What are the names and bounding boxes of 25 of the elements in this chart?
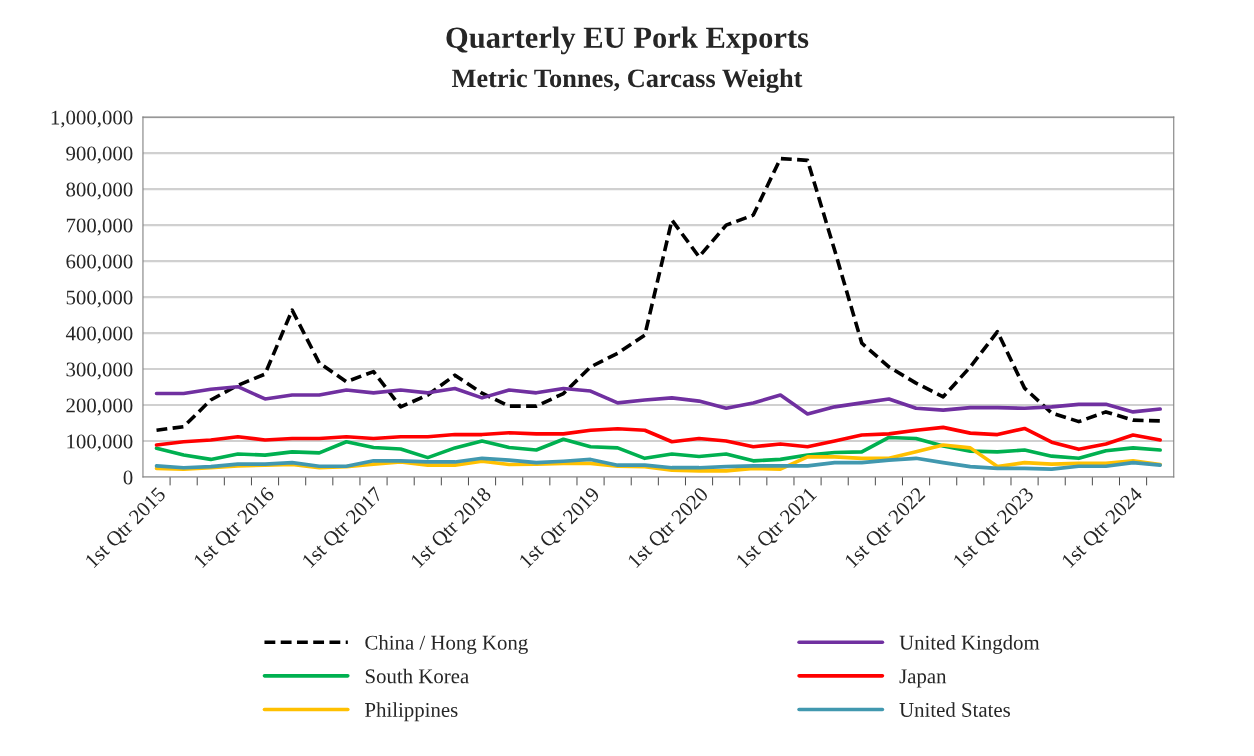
legend-label: United Kingdom (899, 635, 1040, 654)
line-series (154, 435, 1162, 463)
line-series (154, 456, 1162, 471)
legend-label: United States (899, 702, 1010, 717)
y-tick-label: 100,000 (67, 434, 133, 452)
chart-title: Quarterly EU Pork Exports (446, 26, 809, 55)
line-series (154, 156, 1162, 433)
y-tick-label: 900,000 (66, 146, 133, 164)
legend-label: South Korea (365, 668, 469, 684)
y-tick-label: 300,000 (66, 362, 133, 380)
y-tick-label: 800,000 (66, 182, 133, 200)
y-tick-label: 700,000 (66, 218, 133, 236)
y-tick-label: 1,000,000 (51, 110, 133, 128)
y-tick-label: 0 (123, 470, 133, 485)
legend-label: Philippines (365, 702, 458, 722)
chart-subtitle: Metric Tonnes, Carcass Weight (451, 68, 803, 93)
y-tick-label: 500,000 (66, 290, 133, 308)
line-series (154, 384, 1162, 416)
y-tick-label: 600,000 (66, 254, 133, 272)
x-tick-label: 1st Qtr 2021 (735, 486, 820, 571)
legend-label: China / Hong Kong (365, 635, 528, 654)
legend-label: Japan (899, 669, 947, 688)
line-series (154, 425, 1162, 452)
y-tick-label: 200,000 (66, 398, 133, 416)
y-tick-label: 400,000 (65, 326, 133, 344)
